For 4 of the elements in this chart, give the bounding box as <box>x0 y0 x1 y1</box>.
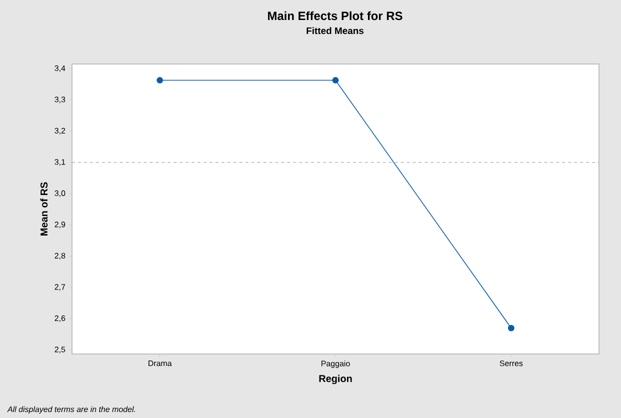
x-axis-title: Region <box>319 374 352 384</box>
chart-subtitle: Fitted Means <box>306 27 364 34</box>
chart-title: Main Effects Plot for RS <box>268 11 402 20</box>
y-axis-title: Mean of RS <box>40 182 48 236</box>
